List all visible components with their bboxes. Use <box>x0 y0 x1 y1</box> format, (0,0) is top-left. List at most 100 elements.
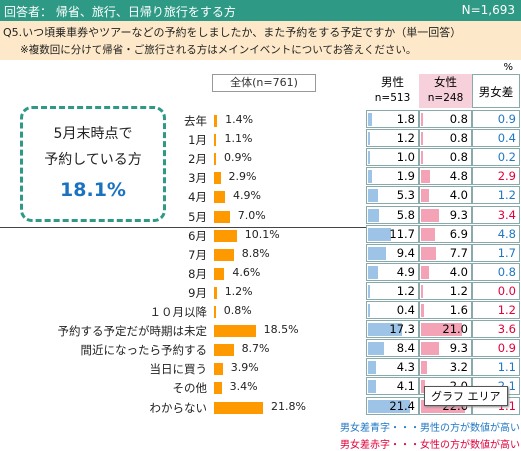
cell-value: 1.2 <box>396 131 415 145</box>
question-text: Q5.いつ頃乗車券やツアーなどの予約をしましたか、また予約をする予定ですか（単一… <box>3 26 462 39</box>
mini-bar <box>421 132 423 145</box>
table-cell: 5.8 <box>366 206 419 224</box>
mini-bar <box>368 380 377 393</box>
table-cell: 9.3 <box>419 339 472 357</box>
table-cell: 1.7 <box>472 244 520 262</box>
bar-value-label: 1.4% <box>225 113 254 126</box>
bar-value-label: 3.9% <box>230 361 259 374</box>
male-label: 男性 <box>381 75 404 89</box>
mini-bar <box>421 342 440 355</box>
table-cell: 0.9 <box>472 339 520 357</box>
red-note: 男女差赤字・・・女性の方が数値が高い <box>340 440 520 451</box>
category-label: 3月 <box>188 171 207 185</box>
category-label: 5月 <box>188 210 207 224</box>
cell-value: 1.1 <box>497 360 516 374</box>
table-cell: 4.9 <box>366 263 419 281</box>
cell-value: 5.3 <box>396 188 415 202</box>
male-n: n=513 <box>374 92 411 104</box>
mini-bar <box>421 228 435 241</box>
table-cell: 1.9 <box>366 167 419 185</box>
cell-value: 1.2 <box>396 284 415 298</box>
table-cell: 0.4 <box>472 129 520 147</box>
bar-value-label: 1.2% <box>224 285 253 298</box>
cell-value: 4.8 <box>497 227 516 241</box>
table-cell: 9.4 <box>366 244 419 262</box>
cell-value: 1.8 <box>396 112 415 126</box>
category-label: その他 <box>172 381 208 395</box>
bar <box>214 402 264 414</box>
bar-value-label: 0.8% <box>223 304 252 317</box>
table-cell: 2.9 <box>472 167 520 185</box>
mini-bar <box>368 323 402 336</box>
category-label: 2月 <box>188 152 207 166</box>
table-cell: 3.2 <box>419 358 472 376</box>
cell-value: 4.8 <box>449 169 468 183</box>
category-label: 4月 <box>188 190 207 204</box>
category-label: 9月 <box>188 286 207 300</box>
section-divider <box>0 227 366 228</box>
callout-line1: 5月末時点で <box>53 126 133 142</box>
table-cell: 1.6 <box>419 301 472 319</box>
mini-bar <box>368 285 371 298</box>
cell-value: 6.9 <box>449 227 468 241</box>
table-cell: 9.3 <box>419 206 472 224</box>
category-label: 6月 <box>188 229 207 243</box>
question-note: ※複数回に分けて帰省・ご旅行される方はメインイベントについてお答えください。 <box>20 44 417 56</box>
cell-value: 0.8 <box>497 265 516 279</box>
bar-value-label: 10.1% <box>244 228 280 241</box>
female-n: n=248 <box>427 92 464 104</box>
mini-bar <box>421 209 440 222</box>
table-cell: 17.3 <box>366 320 419 338</box>
cell-value: 0.8 <box>449 112 468 126</box>
mini-bar <box>421 304 425 317</box>
category-label: 当日に買う <box>149 362 208 376</box>
mini-bar <box>368 170 372 183</box>
bar-value-label: 8.7% <box>241 342 270 355</box>
mini-bar <box>368 247 387 260</box>
bar <box>214 268 225 280</box>
bar-value-label: 18.5% <box>263 323 299 336</box>
table-cell: 7.7 <box>419 244 472 262</box>
mini-bar <box>368 400 410 413</box>
cell-value: 5.8 <box>396 208 415 222</box>
bar <box>214 191 226 203</box>
mini-bar <box>368 304 370 317</box>
table-cell: 21.0 <box>419 320 472 338</box>
bar <box>214 134 217 146</box>
table-cell: 3.4 <box>472 206 520 224</box>
cell-value: 21.4 <box>389 399 415 413</box>
table-cell: 5.3 <box>366 186 419 204</box>
table-cell: 1.2 <box>366 129 419 147</box>
cell-value: 1.7 <box>497 246 516 260</box>
table-cell: 4.8 <box>472 225 520 243</box>
mini-bar <box>368 151 370 164</box>
cell-value: 8.4 <box>396 341 415 355</box>
cell-value: 4.9 <box>396 265 415 279</box>
cell-value: 11.7 <box>389 227 415 241</box>
cell-value: 3.6 <box>497 322 516 336</box>
mini-bar <box>368 209 380 222</box>
mini-bar <box>368 228 391 241</box>
diff-label: 男女差 <box>478 85 514 99</box>
cell-value: 21.0 <box>442 322 468 336</box>
table-cell: 0.8 <box>419 148 472 166</box>
bar-value-label: 4.9% <box>233 189 261 202</box>
table-cell: 0.0 <box>472 282 520 300</box>
cell-value: 0.2 <box>497 150 516 164</box>
mini-bar <box>421 189 429 202</box>
bar <box>214 230 237 242</box>
category-label: 去年 <box>184 114 207 128</box>
table-cell: 1.2 <box>366 282 419 300</box>
table-cell: 0.8 <box>419 110 472 128</box>
cell-value: 1.0 <box>396 150 415 164</box>
mini-bar <box>368 132 371 145</box>
mini-bar <box>421 323 463 336</box>
bar <box>214 211 230 223</box>
bar <box>214 363 223 375</box>
table-cell: 0.8 <box>472 263 520 281</box>
cell-value: 1.2 <box>497 188 516 202</box>
cell-value: 1.2 <box>449 284 468 298</box>
cell-value: 0.9 <box>497 112 516 126</box>
table-cell: 4.8 <box>419 167 472 185</box>
mini-bar <box>421 266 429 279</box>
